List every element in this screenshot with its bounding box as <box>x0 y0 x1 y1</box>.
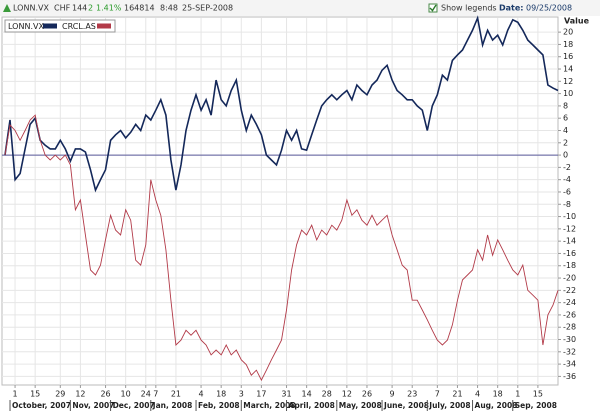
y-tick-label: -30 <box>563 335 576 344</box>
y-tick-label: 10 <box>563 89 573 98</box>
legend-label: LONN.VX <box>8 22 44 31</box>
y-tick-label: -10 <box>563 212 576 221</box>
x-tick-label: 18 <box>493 390 503 399</box>
y-axis-title: Value <box>564 17 590 26</box>
x-tick-label: 3 <box>239 390 244 399</box>
series-line <box>4 15 559 193</box>
y-tick-label: 18 <box>563 40 573 49</box>
x-tick-label: 29 <box>55 390 65 399</box>
y-tick-label: 20 <box>563 28 573 37</box>
y-tick-label: -12 <box>563 224 576 233</box>
y-tick-label: -6 <box>563 187 571 196</box>
x-tick-label: 24 <box>141 390 151 399</box>
y-tick-label: 4 <box>563 126 568 135</box>
month-label: July, 2008 <box>428 401 470 410</box>
month-label: June, 2008 <box>383 401 429 410</box>
x-tick-label: 1 <box>515 390 520 399</box>
legend-swatch <box>43 23 57 29</box>
y-tick-label: -2 <box>563 163 571 172</box>
date-value: 09/25/2008 <box>526 4 572 13</box>
x-tick-label: 9 <box>390 390 395 399</box>
x-tick-label: 7 <box>153 390 158 399</box>
month-label: Feb, 2008 <box>198 401 240 410</box>
legend-swatch <box>97 23 111 29</box>
y-tick-label: -18 <box>563 261 576 270</box>
y-tick-label: -34 <box>563 360 576 369</box>
series-line <box>4 114 559 382</box>
legend-box <box>4 19 116 33</box>
month-label: October, 2007 <box>12 401 71 410</box>
date-label: Date: <box>499 4 524 13</box>
y-tick-label: -28 <box>563 323 576 332</box>
x-tick-label: 7 <box>435 390 440 399</box>
volume: 164814 <box>124 4 155 13</box>
y-tick-label: 6 <box>563 114 568 123</box>
y-tick-label: 2 <box>563 138 568 147</box>
month-label: Dec, 2007 <box>113 401 155 410</box>
y-tick-label: -36 <box>563 372 576 381</box>
symbol: LONN.VX <box>13 4 49 13</box>
x-tick-label: 26 <box>100 390 110 399</box>
y-tick-label: 12 <box>563 77 573 86</box>
trend-icon <box>3 4 11 12</box>
x-tick-label: 21 <box>452 390 462 399</box>
month-label: Jan, 2008 <box>152 401 193 410</box>
change-pct: 1.41% <box>96 4 122 13</box>
y-tick-label: -32 <box>563 347 576 356</box>
month-label: Aug, 2008 <box>475 401 518 410</box>
change: 2 <box>88 4 93 13</box>
y-tick-label: 0 <box>563 151 568 160</box>
date: 25-SEP-2008 <box>182 4 233 13</box>
x-tick-label: 12 <box>342 390 352 399</box>
x-tick-label: 21 <box>171 390 181 399</box>
x-tick-label: 4 <box>475 390 480 399</box>
x-tick-label: 15 <box>30 390 40 399</box>
y-tick-label: -8 <box>563 200 571 209</box>
y-tick-label: -16 <box>563 249 576 258</box>
month-label: April, 2008 <box>289 401 335 410</box>
month-label: May, 2008 <box>339 401 382 410</box>
x-tick-label: 26 <box>362 390 372 399</box>
month-label: Sep, 2008 <box>515 401 557 410</box>
legend-label: CRCL.AS <box>62 22 96 31</box>
y-tick-label: -26 <box>563 310 576 319</box>
x-tick-label: 1 <box>13 390 18 399</box>
y-tick-label: -22 <box>563 286 576 295</box>
y-tick-label: -24 <box>563 298 576 307</box>
x-tick-label: 18 <box>216 390 226 399</box>
y-tick-label: 14 <box>563 65 573 74</box>
x-tick-label: 10 <box>121 390 131 399</box>
header-bar <box>0 0 600 16</box>
plot-frame <box>1 16 559 386</box>
x-tick-label: 4 <box>199 390 204 399</box>
x-tick-label: 31 <box>281 390 291 399</box>
x-tick-label: 14 <box>302 390 312 399</box>
check-mark <box>429 4 437 12</box>
y-tick-label: -4 <box>563 175 571 184</box>
legend-checkbox[interactable] <box>428 3 438 13</box>
y-tick-label: 16 <box>563 52 573 61</box>
show-legends-label[interactable]: Show legends <box>441 4 497 13</box>
time: 8:48 <box>160 4 178 13</box>
x-tick-label: 12 <box>75 390 85 399</box>
x-tick-label: 23 <box>407 390 417 399</box>
x-tick-label: 28 <box>322 390 332 399</box>
month-label: March, 2008 <box>243 401 295 410</box>
month-label: Nov, 2007 <box>72 401 114 410</box>
price: 144 <box>72 4 87 13</box>
y-tick-label: -14 <box>563 237 576 246</box>
x-tick-label: 17 <box>256 390 266 399</box>
y-tick-label: -20 <box>563 274 576 283</box>
y-tick-label: 8 <box>563 101 568 110</box>
x-tick-label: 15 <box>533 390 543 399</box>
currency: CHF <box>54 4 71 13</box>
